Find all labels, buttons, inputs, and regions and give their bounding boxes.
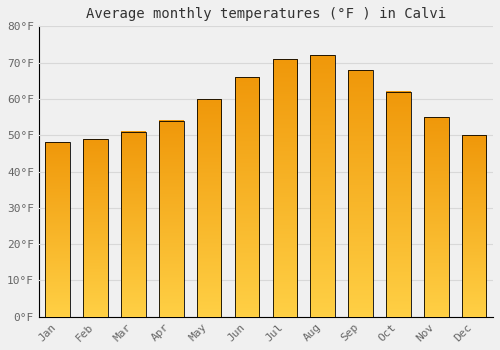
Bar: [272, 59, 297, 317]
Bar: [424, 117, 448, 317]
Bar: [46, 142, 70, 317]
Bar: [462, 135, 486, 317]
Bar: [159, 121, 184, 317]
Bar: [234, 77, 260, 317]
Title: Average monthly temperatures (°F ) in Calvi: Average monthly temperatures (°F ) in Ca…: [86, 7, 446, 21]
Bar: [348, 70, 373, 317]
Bar: [310, 55, 335, 317]
Bar: [84, 139, 108, 317]
Bar: [197, 99, 222, 317]
Bar: [121, 132, 146, 317]
Bar: [386, 92, 410, 317]
